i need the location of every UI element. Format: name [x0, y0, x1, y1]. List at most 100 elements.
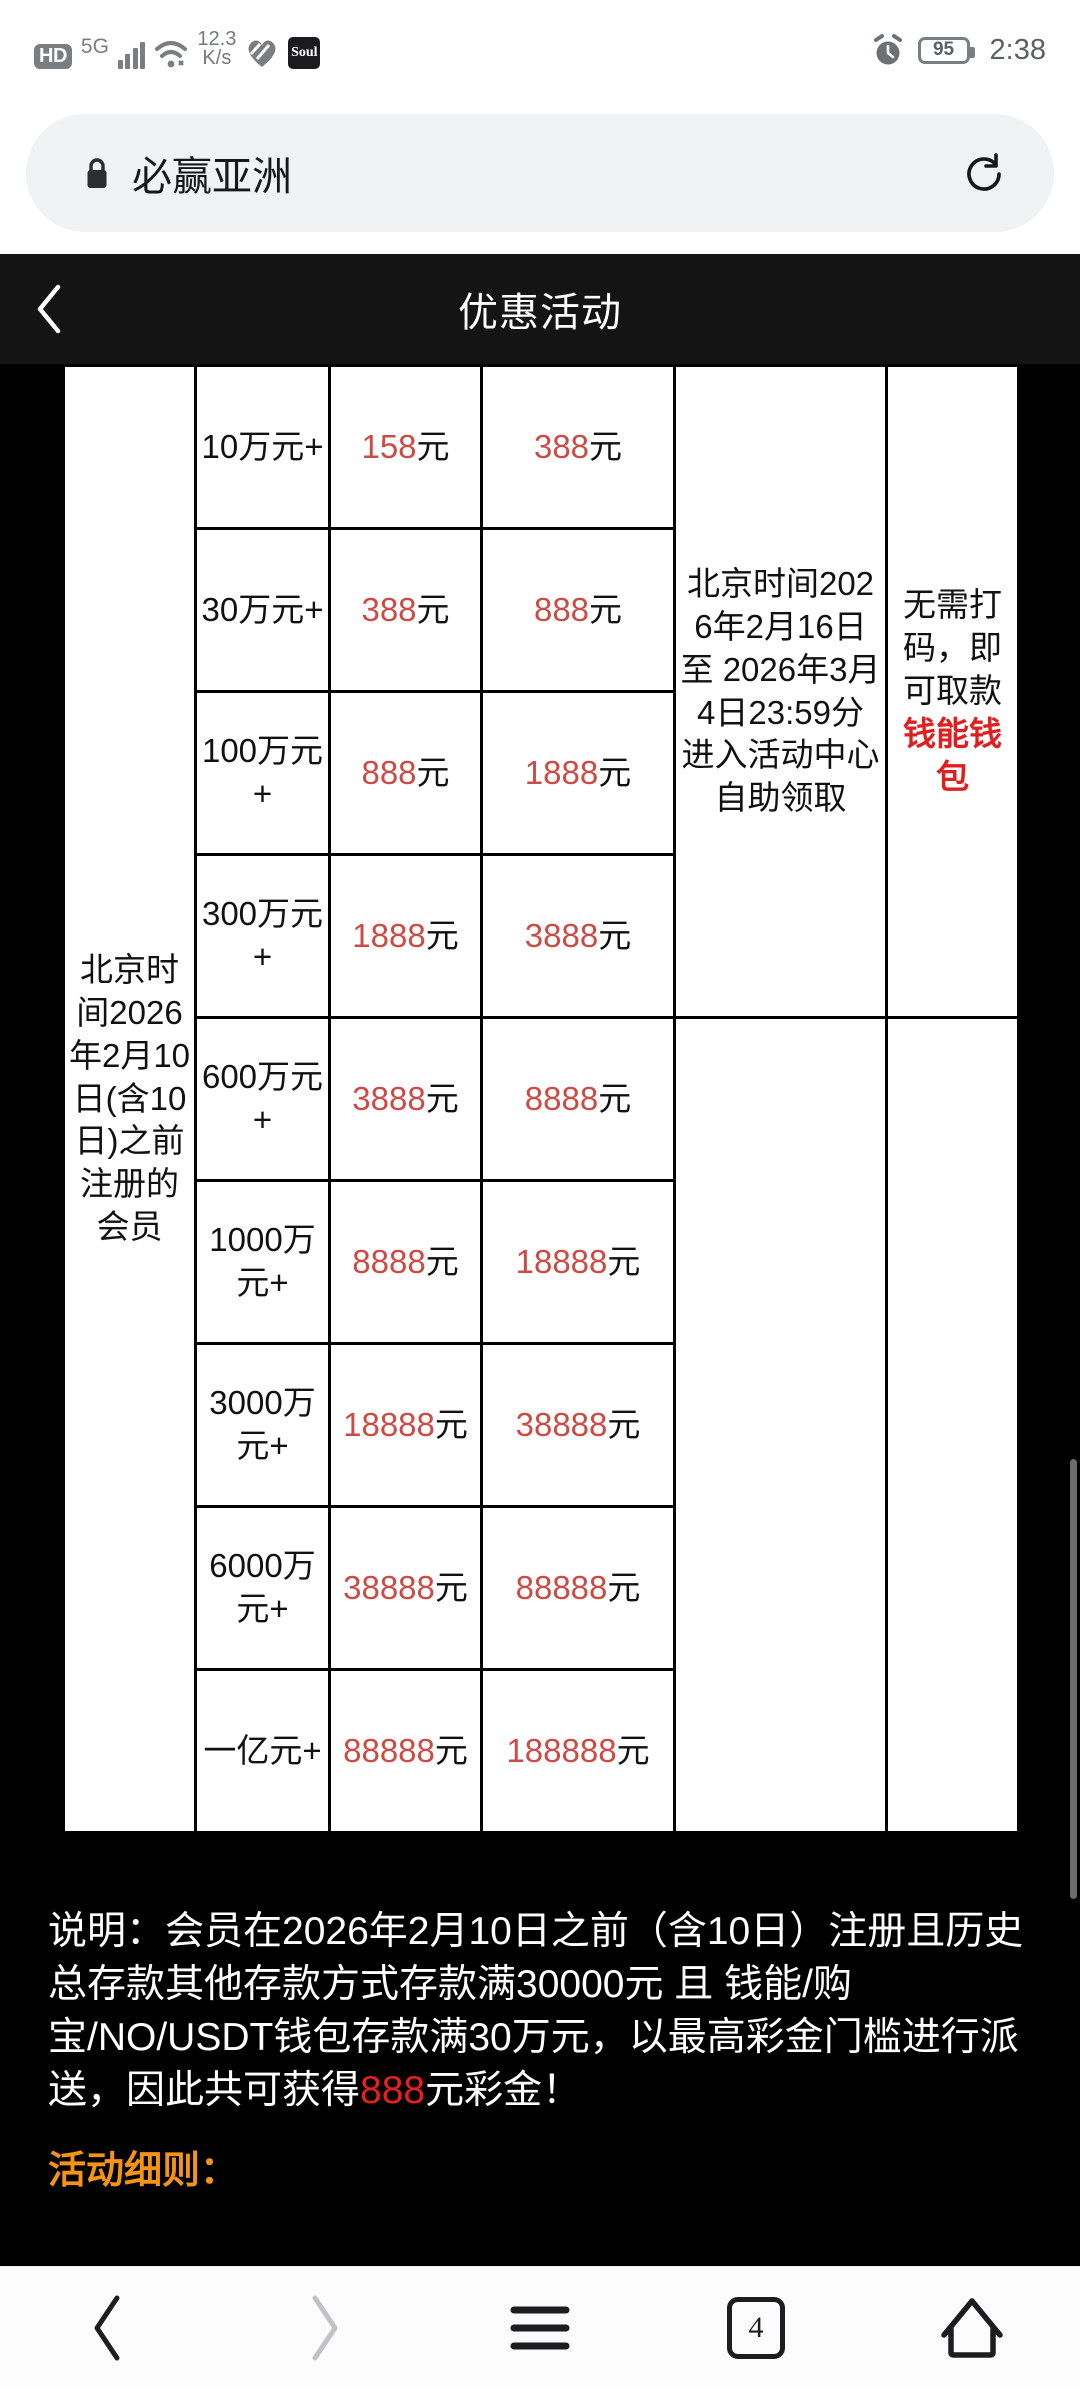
hd-icon: HD	[34, 44, 72, 69]
table-row: 600万元+ 3888元 8888元	[64, 1016, 1020, 1834]
address-bar[interactable]: 必赢亚洲	[26, 114, 1054, 232]
bonus-amount: 1888	[524, 753, 599, 791]
bonus-amount: 888	[533, 590, 590, 628]
cell-bonus-1: 1888元	[328, 853, 483, 1019]
page-content: 北京时间2026年2月10日(含10日)之前注册的会员 10万元+ 158元 3…	[0, 364, 1080, 2266]
cell-tier: 100万元+	[194, 690, 331, 856]
status-bar-right: 95 2:38	[872, 33, 1046, 67]
cell-bonus-2: 188888元	[480, 1668, 676, 1834]
bonus-amount: 18888	[343, 1405, 435, 1443]
browser-toolbar: 必赢亚洲	[0, 100, 1080, 254]
bonus-unit: 元	[607, 1242, 641, 1280]
network-speed-value: 12.3	[197, 28, 237, 50]
table-row: 北京时间2026年2月10日(含10日)之前注册的会员 10万元+ 158元 3…	[62, 364, 1020, 1834]
cell-tier: 1000万元+	[194, 1179, 331, 1345]
bonus-amount: 3888	[524, 916, 599, 954]
bonus-unit: 元	[598, 753, 632, 791]
bonus-unit: 元	[607, 1568, 641, 1606]
cell-bonus-1: 18888元	[328, 1342, 483, 1508]
bonus-amount: 888	[361, 753, 417, 791]
cell-registration-period: 北京时间2026年2月10日(含10日)之前注册的会员	[62, 364, 197, 1834]
bonus-unit: 元	[607, 1405, 641, 1443]
bonus-amount: 8888	[524, 1079, 599, 1117]
bonus-unit: 元	[434, 1405, 468, 1443]
battery-percent: 95	[932, 39, 955, 60]
alarm-icon	[872, 33, 904, 67]
reload-icon[interactable]	[962, 151, 1006, 195]
cell-tier: 3000万元+	[194, 1342, 331, 1508]
cell-tier: 30万元+	[194, 527, 331, 693]
signal-bars-icon	[117, 39, 146, 69]
bonus-amount: 3888	[352, 1079, 426, 1117]
nav-menu-button[interactable]	[432, 2267, 648, 2388]
network-speed-unit: K/s	[202, 47, 232, 69]
bonus-amount: 38888	[515, 1405, 608, 1443]
cell-event-period: 北京时间2026年2月16日 至 2026年3月4日23:59分 进入活动中心 …	[673, 364, 888, 1019]
bonus-amount: 388	[361, 590, 417, 628]
cell-withdraw-note: 无需打码，即可取款 钱能钱包	[885, 364, 1020, 1019]
network-gen-label: 5G	[80, 35, 109, 58]
table-row: 一亿元+ 88888元 188888元	[64, 1668, 1019, 1834]
cell-bonus-2: 18888元	[480, 1179, 676, 1345]
cell-bonus-2: 3888元	[480, 853, 676, 1019]
cell-bonus-2: 388元	[480, 364, 676, 530]
table-row: 3000万元+ 18888元 38888元	[64, 1342, 1019, 1508]
cell-bonus-1: 8888元	[328, 1179, 483, 1345]
bonus-unit: 元	[425, 1079, 459, 1117]
status-bar: HD 5G 12.3 K/s Soul	[0, 0, 1080, 100]
cell-bonus-1: 3888元	[328, 1016, 483, 1182]
nav-tabs-button[interactable]: 4	[648, 2267, 864, 2388]
page-scrollbar[interactable]	[1070, 1459, 1077, 1899]
page-header: 优惠活动	[0, 254, 1080, 364]
cell-tier: 300万元+	[194, 853, 331, 1019]
bonus-unit: 元	[598, 916, 632, 954]
bonus-amount: 158	[361, 427, 417, 465]
cell-bonus-2: 88888元	[480, 1505, 676, 1671]
bonus-unit: 元	[416, 753, 450, 791]
bonus-unit: 元	[416, 590, 450, 628]
url-text[interactable]: 必赢亚洲	[132, 155, 292, 199]
back-button[interactable]	[30, 283, 70, 335]
wifi-icon	[154, 39, 188, 69]
cell-bonus-1: 388元	[328, 527, 483, 693]
table-row: 1000万元+ 8888元 18888元	[64, 1179, 1019, 1345]
bonus-unit: 元	[425, 1242, 459, 1280]
bonus-unit: 元	[616, 1731, 650, 1769]
table-row: 30万元+ 388元 888元	[64, 527, 1019, 693]
bonus-unit: 元	[598, 1079, 632, 1117]
bonus-amount: 18888	[515, 1242, 608, 1280]
cell-bonus-2: 888元	[480, 527, 676, 693]
promotion-table-body: 北京时间2026年2月10日(含10日)之前注册的会员 10万元+ 158元 3…	[62, 364, 1020, 1834]
cell-bonus-2: 8888元	[480, 1016, 676, 1182]
note-highlight: 888	[360, 2069, 426, 2112]
cell-bonus-1: 158元	[328, 364, 483, 530]
bonus-unit: 元	[434, 1568, 468, 1606]
heart-icon	[245, 37, 279, 69]
bonus-amount: 388	[533, 427, 590, 465]
cell-tier: 6000万元+	[194, 1505, 331, 1671]
bonus-amount: 38888	[343, 1568, 435, 1606]
bonus-amount: 88888	[343, 1731, 435, 1769]
clock-time: 2:38	[989, 33, 1046, 66]
bonus-amount: 8888	[352, 1242, 426, 1280]
rules-section-title: 活动细则：	[48, 2150, 239, 2192]
bonus-amount: 1888	[352, 916, 426, 954]
cell-tier: 10万元+	[194, 364, 331, 530]
tab-count-badge[interactable]: 4	[727, 2296, 785, 2359]
bonus-unit: 元	[589, 590, 623, 628]
bonus-unit: 元	[589, 427, 623, 465]
promotion-table: 北京时间2026年2月10日(含10日)之前注册的会员 10万元+ 158元 3…	[62, 364, 1020, 1834]
table-row: 100万元+ 888元 1888元	[64, 690, 1019, 856]
cell-withdraw-note-empty	[885, 1016, 1020, 1834]
cell-bonus-1: 38888元	[328, 1505, 483, 1671]
bonus-amount: 188888	[506, 1731, 617, 1769]
nav-forward-button[interactable]	[216, 2267, 432, 2388]
nav-back-button[interactable]	[0, 2267, 216, 2388]
cell-bonus-1: 88888元	[328, 1668, 483, 1834]
nav-home-button[interactable]	[864, 2267, 1080, 2388]
browser-bottom-nav: 4	[0, 2266, 1080, 2388]
page-title: 优惠活动	[458, 291, 622, 335]
bonus-amount: 88888	[515, 1568, 608, 1606]
cell-tier: 一亿元+	[194, 1668, 331, 1834]
